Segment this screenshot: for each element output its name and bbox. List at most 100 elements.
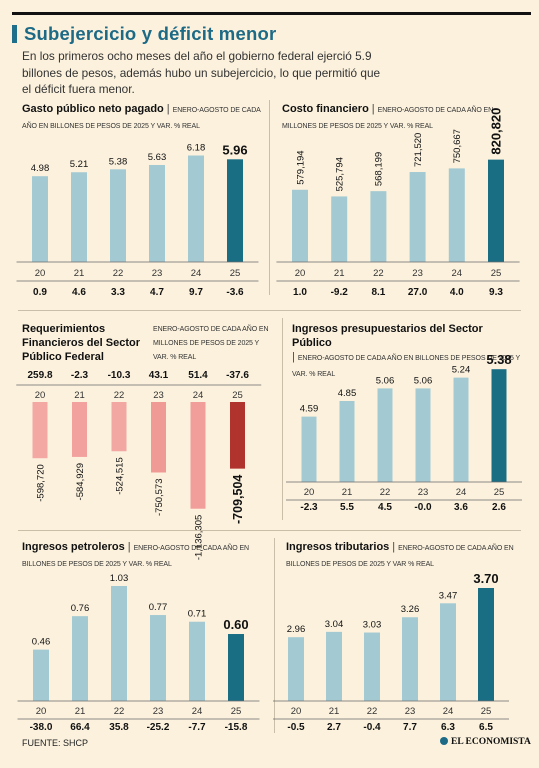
var-label-23: 27.0 [408, 287, 428, 298]
chart-1-description: ENERO-AGOSTO DE CADA AÑO EN BILLONES DE … [22, 107, 261, 130]
category-label-20: 20 [291, 706, 302, 717]
value-label-25: 5.38 [486, 352, 511, 367]
category-label-22: 22 [380, 487, 391, 498]
category-label-22: 22 [373, 268, 384, 279]
value-label-24: -1,136,305 [193, 515, 204, 560]
value-label-24: 5.24 [452, 365, 471, 376]
chart-1-header: Gasto público neto pagado | ENERO-AGOSTO D… [22, 103, 261, 130]
var-label-25: 9.3 [489, 287, 503, 298]
var-label-24: 9.7 [189, 287, 203, 298]
chart-5-title: Ingresos petroleros [22, 541, 125, 553]
value-label-25: 5.96 [222, 142, 247, 157]
category-label-21: 21 [329, 706, 340, 717]
category-label-24: 24 [192, 706, 203, 717]
value-label-21: -584,929 [75, 463, 86, 501]
var-label-24: 4.0 [450, 287, 464, 298]
bar-25 [230, 402, 245, 469]
var-label-20: -38.0 [30, 722, 53, 733]
chart-2-title: Costo financiero [282, 103, 369, 115]
value-label-21: 0.76 [71, 603, 90, 614]
page-title: Subejercicio y déficit menor [24, 23, 277, 44]
brand-dot-icon [440, 737, 448, 745]
category-label-25: 25 [491, 268, 502, 279]
value-label-25: -709,504 [231, 475, 245, 524]
var-label-25: 6.5 [479, 722, 493, 733]
var-label-23: -25.2 [147, 722, 170, 733]
divider-v-3 [274, 538, 275, 733]
bar-21 [72, 402, 87, 457]
brand-logo: EL ECONOMISTA [440, 737, 531, 747]
category-label-22: 22 [113, 268, 124, 279]
var-label-21: -9.2 [331, 287, 349, 298]
var-label-25: -37.6 [226, 370, 249, 381]
category-label-23: 23 [153, 390, 164, 401]
category-label-21: 21 [75, 706, 86, 717]
var-label-24: 3.6 [454, 502, 468, 513]
bar-24 [189, 621, 205, 701]
chart-2-header: Costo financiero | ENERO-AGOSTO DE CADA AÑ… [282, 103, 494, 130]
bar-23 [150, 615, 166, 701]
var-label-22: 8.1 [371, 287, 385, 298]
category-label-21: 21 [74, 268, 85, 279]
var-label-20: -2.3 [300, 502, 318, 513]
value-label-25: 820,820 [489, 108, 504, 155]
var-label-25: -3.6 [226, 287, 244, 298]
value-label-21: 525,794 [335, 157, 346, 191]
var-label-22: 35.8 [109, 722, 129, 733]
bar-22 [110, 169, 126, 262]
category-label-21: 21 [74, 390, 85, 401]
var-label-23: -0.0 [414, 502, 432, 513]
bar-25 [488, 159, 504, 262]
chart-4-title: Ingresos presupuestarios del Sector Públ… [292, 323, 483, 349]
bar-20 [33, 649, 49, 701]
var-label-20: 1.0 [293, 287, 307, 298]
chart-5-description: ENERO-AGOSTO DE CADA AÑO EN BILLONES DE … [22, 545, 249, 568]
var-label-22: -0.4 [363, 722, 381, 733]
value-label-23: -750,573 [154, 478, 165, 516]
value-label-24: 3.47 [439, 590, 458, 601]
var-label-23: 43.1 [149, 370, 169, 381]
value-label-20: 0.46 [32, 637, 51, 648]
chart-4-header: Ingresos presupuestarios del Sector Públ… [292, 323, 520, 378]
category-label-21: 21 [342, 487, 353, 498]
bar-25 [478, 588, 494, 701]
category-label-20: 20 [295, 268, 306, 279]
var-label-23: 4.7 [150, 287, 164, 298]
title-block: Subejercicio y déficit menor [12, 23, 276, 45]
var-label-20: 259.8 [27, 370, 52, 381]
var-label-21: -2.3 [71, 370, 89, 381]
var-label-21: 2.7 [327, 722, 341, 733]
value-label-22: -524,515 [114, 457, 125, 495]
value-label-22: 568,199 [374, 152, 385, 186]
chart-5-header: Ingresos petroleros | ENERO-AGOSTO DE CADA… [22, 541, 249, 568]
value-label-25: 0.60 [223, 617, 248, 632]
bar-21 [326, 631, 342, 701]
category-label-20: 20 [304, 487, 315, 498]
bar-25 [228, 634, 244, 701]
bar-22 [364, 632, 380, 701]
bar-24 [440, 603, 456, 701]
category-label-25: 25 [481, 706, 492, 717]
category-label-20: 20 [36, 706, 47, 717]
chart-1-title: Gasto público neto pagado [22, 103, 164, 115]
value-label-24: 0.71 [188, 609, 207, 620]
value-label-21: 5.21 [70, 159, 89, 170]
brand-name: EL ECONOMISTA [451, 737, 531, 747]
bar-24 [188, 155, 204, 262]
top-rule [12, 12, 531, 15]
var-label-22: 3.3 [111, 287, 125, 298]
chart-4-description: ENERO-AGOSTO DE CADA AÑO EN BILLONES DE … [292, 355, 520, 378]
category-label-23: 23 [153, 706, 164, 717]
category-label-23: 23 [405, 706, 416, 717]
bar-23 [415, 388, 431, 482]
category-label-24: 24 [452, 268, 463, 279]
bar-21 [331, 196, 348, 262]
category-label-24: 24 [456, 487, 467, 498]
chart-3-header: Requerimientos Financieros del Sector Pú… [22, 322, 142, 364]
var-label-23: 7.7 [403, 722, 417, 733]
divider-v-1 [269, 100, 270, 295]
page-subtitle: En los primeros ocho meses del año el go… [22, 49, 381, 96]
var-label-24: -7.7 [188, 722, 206, 733]
value-label-23: 5.63 [148, 152, 167, 163]
bar-21 [339, 401, 355, 482]
